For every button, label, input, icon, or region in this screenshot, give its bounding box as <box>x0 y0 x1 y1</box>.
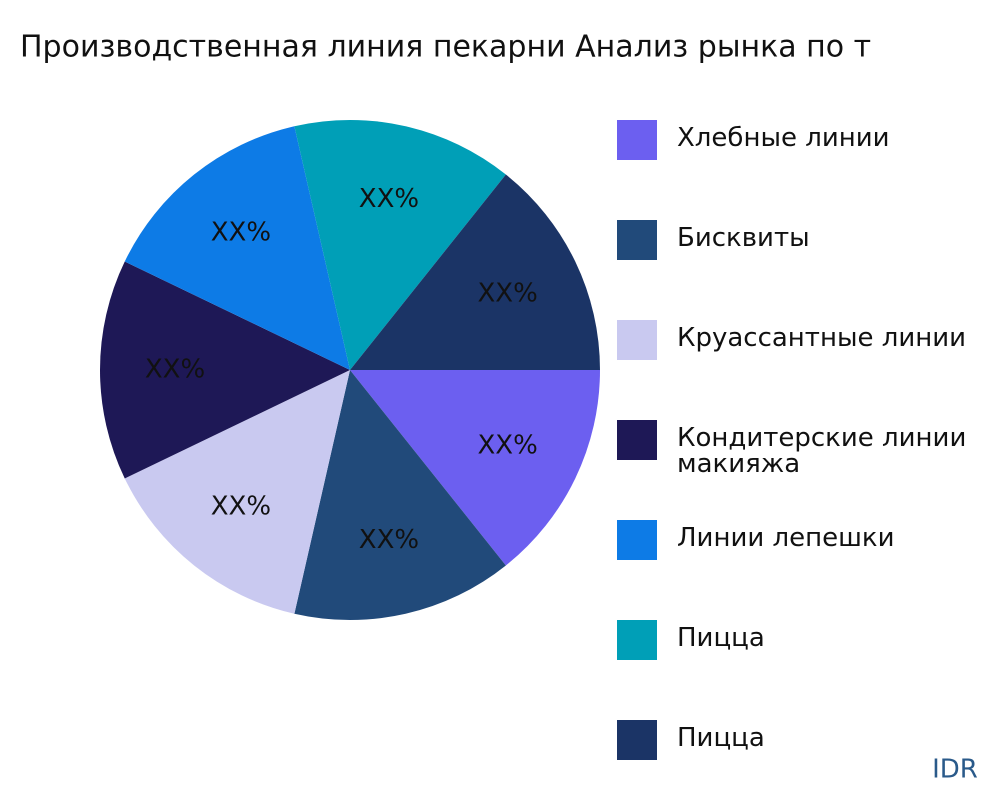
data-label: XX% <box>145 355 205 385</box>
pie-slice <box>294 119 506 370</box>
pie-slice <box>124 126 350 370</box>
pie-slice <box>294 370 506 621</box>
legend-swatch <box>617 220 657 260</box>
legend-swatch <box>617 520 657 560</box>
legend-label: Кондитерские линии макияжа <box>677 423 967 479</box>
legend-swatch <box>617 420 657 460</box>
legend-label: Хлебные линии <box>677 123 890 153</box>
legend-label: Круассантные линии <box>677 323 967 353</box>
data-label: XX% <box>478 279 538 309</box>
data-label: XX% <box>359 525 419 555</box>
legend-swatch <box>617 120 657 160</box>
legend-swatch <box>617 320 657 360</box>
legend-label: Пицца <box>677 723 765 753</box>
pie-slice <box>124 370 350 614</box>
chart-title: Производственная линия пекарни Анализ ры… <box>20 30 871 65</box>
legend-label: Пицца <box>677 623 765 653</box>
data-label: XX% <box>359 184 419 214</box>
watermark: IDR <box>932 755 978 785</box>
legend-label: Линии лепешки <box>677 523 895 553</box>
data-label: XX% <box>211 491 271 521</box>
pie-slice <box>99 261 350 479</box>
data-label: XX% <box>478 430 538 460</box>
legend-swatch <box>617 620 657 660</box>
pie-slice <box>350 370 600 566</box>
legend-swatch <box>617 720 657 760</box>
legend-label: Бисквиты <box>677 223 810 253</box>
data-label: XX% <box>211 218 271 248</box>
pie-slice <box>350 174 600 370</box>
